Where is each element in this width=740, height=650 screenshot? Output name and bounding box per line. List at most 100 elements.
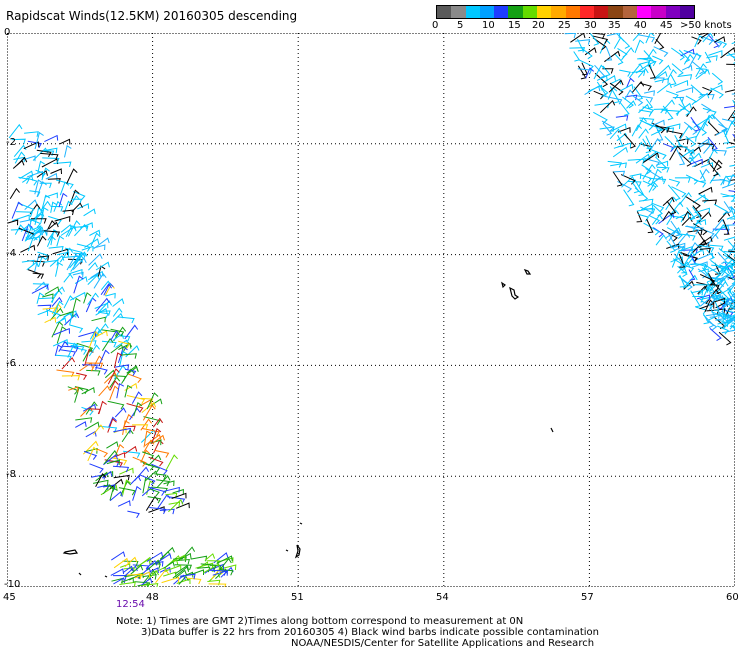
wind-barb: [638, 198, 654, 205]
wind-barb: [58, 340, 69, 352]
wind-barb: [627, 158, 645, 165]
wind-barb: [132, 485, 142, 501]
wind-barb: [36, 170, 48, 178]
wind-barb: [113, 557, 129, 569]
wind-barb: [692, 205, 703, 219]
wind-barb: [725, 275, 735, 281]
wind-barb: [12, 159, 25, 169]
wind-barb: [726, 215, 735, 220]
wind-barb: [577, 38, 584, 52]
wind-barb: [37, 310, 49, 317]
wind-barb: [672, 258, 688, 271]
wind-barb: [687, 229, 703, 236]
wind-barb: [694, 92, 710, 103]
wind-barb: [627, 180, 642, 187]
legend-swatch-17: [679, 6, 695, 18]
grid-lines: [7, 33, 735, 587]
wind-barb: [96, 323, 109, 337]
wind-barb: [686, 241, 699, 256]
wind-barb: [142, 569, 157, 584]
wind-barb: [208, 583, 227, 587]
wind-barb: [56, 251, 70, 258]
wind-barb: [64, 145, 72, 158]
wind-barb: [16, 211, 33, 218]
wind-barb: [31, 284, 49, 294]
wind-barb: [663, 143, 675, 153]
wind-barb: [639, 109, 653, 117]
wind-barb: [63, 310, 77, 318]
wind-barb: [682, 210, 692, 221]
wind-barb: [41, 167, 50, 181]
wind-barb: [726, 310, 735, 314]
wind-barb: [617, 47, 628, 58]
wind-barb: [585, 67, 595, 79]
wind-barb: [69, 313, 77, 325]
wind-barb: [635, 62, 652, 74]
wind-barb: [11, 201, 23, 219]
wind-barb: [45, 309, 61, 320]
wind-barb: [693, 219, 707, 226]
wind-barb: [31, 225, 42, 232]
wind-barb: [112, 307, 123, 317]
wind-map-plot: [7, 33, 735, 587]
wind-barb: [644, 158, 660, 167]
wind-barb: [156, 553, 172, 564]
wind-barb: [53, 161, 72, 168]
wind-barb: [47, 178, 61, 184]
wind-barb: [715, 274, 729, 283]
wind-barb: [118, 342, 132, 351]
wind-barb: [39, 182, 52, 189]
wind-barb: [708, 156, 722, 171]
wind-barb: [132, 456, 147, 467]
wind-barb: [699, 302, 715, 310]
wind-barb: [629, 173, 642, 179]
wind-barb: [70, 257, 84, 272]
wind-barb: [126, 403, 144, 413]
wind-barb: [44, 192, 58, 199]
wind-barb: [88, 261, 98, 271]
wind-barb: [688, 52, 701, 69]
wind-barb: [680, 252, 699, 263]
wind-barb: [692, 239, 708, 254]
wind-barb: [145, 495, 159, 511]
wind-barb: [713, 203, 728, 216]
wind-barb: [53, 327, 70, 336]
wind-barb: [605, 46, 613, 61]
wind-barb: [726, 315, 735, 323]
wind-barb: [722, 130, 730, 144]
wind-barb: [95, 330, 108, 338]
wind-barb: [634, 187, 649, 202]
wind-barb: [113, 427, 131, 434]
wind-barb: [195, 562, 214, 569]
wind-barb: [619, 83, 634, 92]
wind-barb: [704, 51, 712, 64]
wind-barb: [100, 484, 118, 496]
wind-barb: [690, 290, 701, 308]
wind-barb: [60, 225, 77, 236]
wind-barb: [18, 176, 30, 184]
wind-barb: [59, 138, 71, 145]
wind-barb: [573, 51, 580, 62]
wind-barb: [675, 87, 694, 94]
wind-barb: [106, 459, 121, 466]
wind-barb: [19, 170, 34, 180]
wind-barb: [89, 326, 101, 340]
wind-barb: [691, 60, 705, 75]
wind-barb: [632, 81, 645, 93]
wind-barb: [145, 559, 158, 569]
wind-barb: [34, 131, 44, 150]
wind-barb: [700, 286, 712, 303]
wind-barb: [112, 298, 125, 307]
wind-barb: [628, 63, 644, 79]
wind-barb: [118, 335, 131, 342]
wind-barb: [87, 446, 98, 462]
wind-barb: [594, 102, 610, 109]
wind-barb: [602, 68, 614, 74]
wind-barb: [685, 146, 695, 160]
wind-barb: [48, 215, 62, 225]
wind-barb: [35, 169, 46, 178]
wind-barb: [678, 253, 686, 268]
wind-barb: [75, 417, 93, 423]
wind-barb: [71, 202, 83, 213]
wind-barb: [678, 103, 691, 116]
